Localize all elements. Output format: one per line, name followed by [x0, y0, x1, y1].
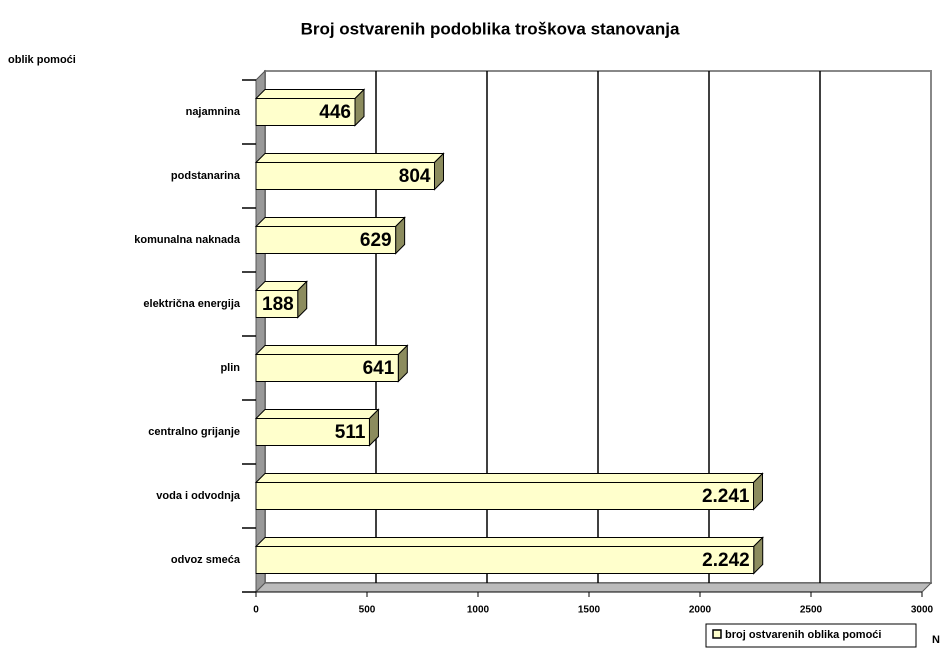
value-label: 641: [363, 358, 395, 379]
y-tick-label: voda i odvodnja: [156, 490, 241, 502]
legend-swatch: [712, 629, 722, 639]
chart-title: Broj ostvarenih podoblika troškova stano…: [301, 19, 680, 38]
x-tick-label: 3000: [911, 605, 934, 616]
x-tick-label: 2500: [800, 605, 823, 616]
y-tick-label: najamnina: [186, 106, 241, 118]
x-tick-label: 1500: [578, 605, 601, 616]
value-label: 446: [319, 102, 351, 123]
legend-label: broj ostvarenih oblika pomoći: [725, 629, 881, 641]
value-label: 188: [262, 294, 294, 315]
y-tick-label: električna energija: [143, 298, 240, 310]
bar-top: [254, 409, 380, 419]
y-tick-label: komunalna naknada: [134, 234, 241, 246]
bar: [255, 482, 755, 510]
bar-top: [254, 153, 445, 163]
y-tick-label: odvoz smeća: [171, 554, 241, 566]
bar: [255, 546, 755, 574]
bar-top: [254, 537, 764, 547]
bar-top: [254, 217, 406, 227]
bar-top: [254, 473, 764, 483]
bar: [255, 98, 356, 126]
x-tick-label: 0: [253, 605, 259, 616]
y-tick-label: centralno grijanje: [148, 426, 240, 438]
bar: [255, 290, 299, 318]
bar: [255, 162, 435, 190]
x-tick-label: 500: [359, 605, 376, 616]
y-tick-label: podstanarina: [171, 170, 241, 182]
value-label: 511: [335, 422, 366, 443]
bar: [255, 226, 397, 254]
value-label: 629: [360, 230, 392, 251]
x-tick-label: 1000: [467, 605, 490, 616]
legend-box: [705, 623, 917, 648]
value-label: 2.242: [702, 550, 750, 571]
bar-top: [254, 89, 366, 99]
bar-top: [254, 345, 409, 355]
y-axis-label: oblik pomoći: [8, 54, 76, 66]
bar: [255, 354, 399, 382]
left-wall: [255, 69, 266, 594]
value-label: 2.241: [702, 486, 750, 507]
x-tick-label: 2000: [689, 605, 712, 616]
x-axis-label: N: [932, 634, 940, 646]
bar: [255, 418, 370, 446]
floor: [254, 582, 933, 593]
value-label: 804: [399, 166, 431, 187]
y-tick-label: plin: [220, 362, 240, 374]
